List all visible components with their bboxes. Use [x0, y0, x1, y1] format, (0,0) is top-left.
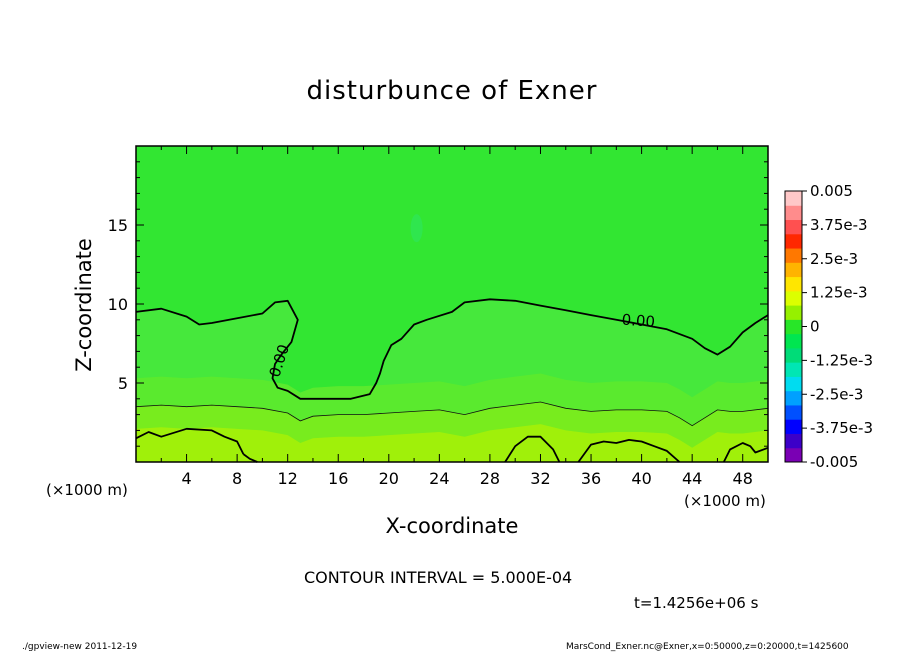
colorbar-segment	[785, 433, 802, 449]
y-axis-label: Z-coordinate	[72, 238, 96, 372]
contour-lower-4	[722, 442, 769, 463]
colorbar-segment	[785, 347, 802, 363]
colorbar-label: 3.75e-3	[810, 216, 868, 234]
colorbar-segment	[785, 262, 802, 278]
x-tick-label: 28	[480, 469, 500, 488]
plot-area: 0.000.00	[135, 145, 769, 463]
x-tick-label: 20	[379, 469, 399, 488]
time-text: t=1.4256e+06 s	[634, 594, 759, 612]
x-tick-label: 44	[682, 469, 702, 488]
field-band-wave	[136, 373, 768, 426]
colorbar-segment	[785, 333, 802, 349]
x-axis-label: X-coordinate	[385, 514, 519, 538]
x-tick-label: 24	[429, 469, 449, 488]
colorbar-segment	[785, 404, 802, 420]
colorbar-label: -3.75e-3	[810, 419, 873, 437]
colorbar-segment	[785, 319, 802, 335]
colorbar-segment	[785, 191, 802, 206]
x-unit-label-right: (×1000 m)	[684, 492, 766, 510]
y-tick-label: 5	[118, 374, 128, 393]
contour-lower-0	[135, 427, 245, 455]
footer-right: MarsCond_Exner.nc@Exner,x=0:50000,z=0:20…	[566, 642, 849, 652]
x-tick-label: 40	[631, 469, 651, 488]
contour-lower-1	[242, 453, 258, 463]
colorbar-label: 1.25e-3	[810, 284, 868, 302]
field-blob	[410, 214, 423, 243]
colorbar-segment	[785, 219, 802, 235]
colorbar-segment	[785, 276, 802, 292]
footer-left: ./gpview-new 2011-12-19	[22, 642, 138, 652]
colorbar-segment	[785, 248, 802, 263]
colorbar-segment	[785, 419, 802, 434]
colorbar: 0.005 3.75e-3 2.5e-3 1.25e-3 0 -1.25e-3 -2.5e-…	[784, 182, 873, 471]
colorbar-segment	[785, 233, 802, 249]
y-tick-label: 15	[108, 216, 128, 235]
x-tick-label: 4	[181, 469, 191, 488]
colorbar-label: 0	[810, 318, 820, 336]
contour-label-right: 0.00	[621, 311, 656, 331]
colorbar-segment	[785, 290, 802, 306]
contour-interval-text: CONTOUR INTERVAL = 5.000E-04	[304, 568, 573, 587]
contour-zero	[135, 298, 769, 400]
contour-thin	[135, 401, 769, 427]
contour-lower-3	[577, 438, 681, 463]
x-tick-label: 36	[581, 469, 601, 488]
chart-title: disturbunce of Exner	[306, 76, 598, 106]
colorbar-label: -0.005	[810, 453, 858, 471]
x-tick-label: 8	[232, 469, 242, 488]
colorbar-label: 2.5e-3	[810, 250, 858, 268]
x-tick-label: 48	[733, 469, 753, 488]
colorbar-label: 0.005	[810, 182, 853, 200]
colorbar-segment	[785, 362, 802, 377]
field-band-bottom	[136, 424, 768, 462]
x-tick-label: 16	[328, 469, 348, 488]
x-tick-label: 12	[278, 469, 298, 488]
x-tick-label: 32	[530, 469, 550, 488]
colorbar-segment	[785, 205, 802, 221]
contour-lower-2	[504, 435, 561, 463]
colorbar-label: -1.25e-3	[810, 351, 873, 369]
colorbar-segment	[785, 305, 802, 320]
x-unit-label-left: (×1000 m)	[46, 481, 128, 499]
colorbar-label: -2.5e-3	[810, 385, 863, 403]
colorbar-segment	[785, 447, 802, 463]
colorbar-segment	[785, 376, 802, 392]
y-tick-label: 10	[108, 295, 128, 314]
colorbar-segment	[785, 390, 802, 406]
